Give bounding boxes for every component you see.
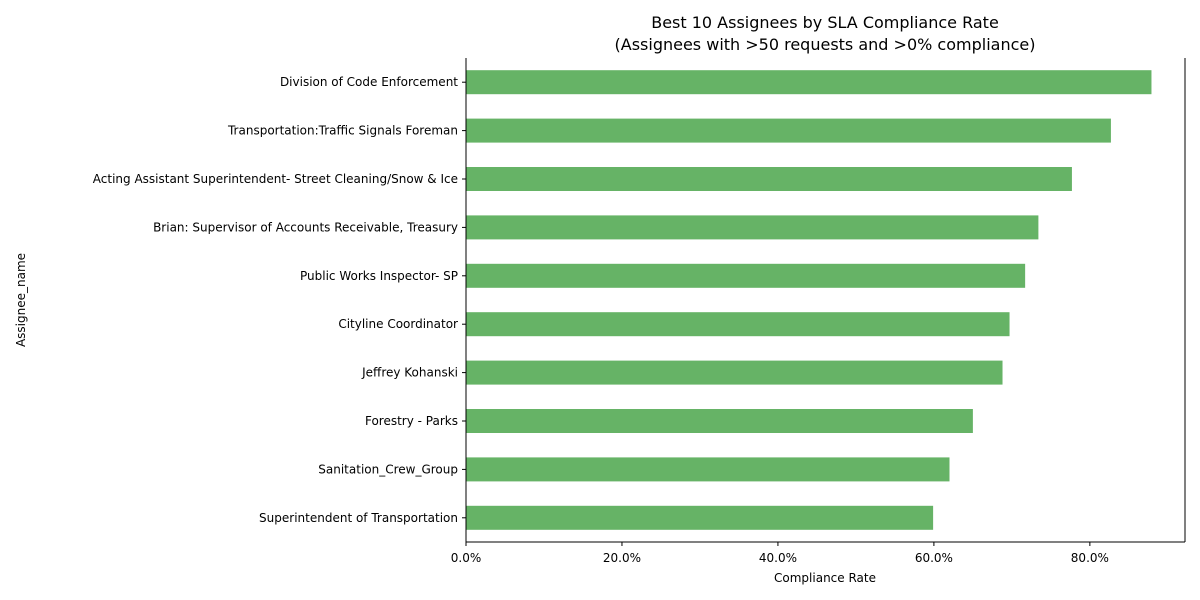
bar <box>466 312 1010 337</box>
y-tick-label: Sanitation_Crew_Group <box>318 462 458 476</box>
y-tick-label: Acting Assistant Superintendent- Street … <box>93 172 458 186</box>
bar <box>466 118 1111 143</box>
x-tick-label: 0.0% <box>451 551 482 565</box>
chart-title: Best 10 Assignees by SLA Compliance Rate <box>651 13 999 32</box>
bar <box>466 457 950 482</box>
x-tick-label: 40.0% <box>759 551 797 565</box>
y-tick-label: Cityline Coordinator <box>338 317 458 331</box>
bar <box>466 505 934 530</box>
bar <box>466 70 1152 95</box>
x-axis-ticks: 0.0% 20.0% 40.0% 60.0% 80.0% <box>451 542 1109 565</box>
x-axis-label: Compliance Rate <box>774 571 876 585</box>
bars-group <box>466 70 1152 530</box>
x-tick-label: 20.0% <box>603 551 641 565</box>
bar <box>466 409 973 433</box>
y-axis-label: Assignee_name <box>14 253 28 347</box>
chart-subtitle: (Assignees with >50 requests and >0% com… <box>615 35 1036 54</box>
y-tick-label: Superintendent of Transportation <box>259 511 458 525</box>
y-tick-label: Jeffrey Kohanski <box>361 366 458 380</box>
y-tick-label: Transportation:Traffic Signals Foreman <box>227 124 458 138</box>
y-tick-label: Public Works Inspector- SP <box>300 269 458 283</box>
y-tick-label: Brian: Supervisor of Accounts Receivable… <box>153 220 458 234</box>
bar <box>466 167 1072 191</box>
x-tick-label: 80.0% <box>1071 551 1109 565</box>
y-tick-label: Forestry - Parks <box>365 414 458 428</box>
y-tick-label: Division of Code Enforcement <box>280 75 458 89</box>
y-axis-ticks: Division of Code Enforcement Transportati… <box>93 75 466 525</box>
bar <box>466 263 1026 288</box>
x-tick-label: 60.0% <box>915 551 953 565</box>
bar <box>466 360 1003 385</box>
bar <box>466 215 1039 240</box>
